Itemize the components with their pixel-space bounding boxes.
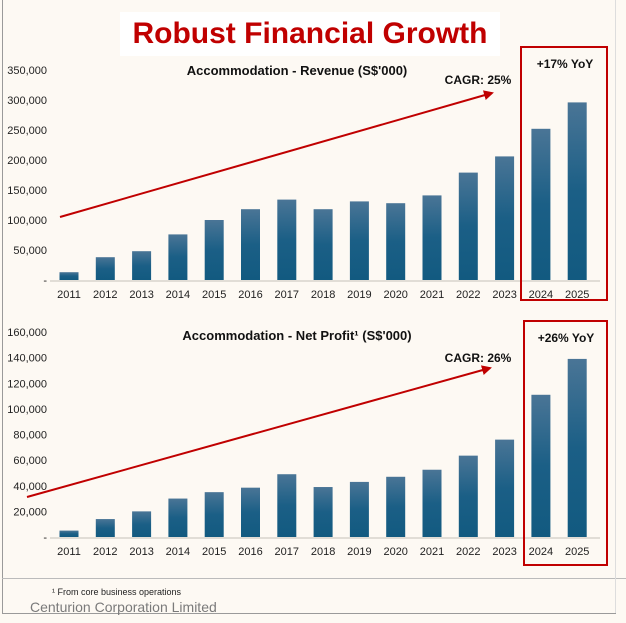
title-box: Robust Financial Growth: [120, 12, 500, 56]
y-tick-label: 40,000: [13, 481, 47, 493]
x-tick-label: 2014: [166, 289, 190, 301]
bar-2019: [349, 481, 369, 537]
x-tick-label: 2023: [492, 289, 516, 301]
y-tick-label: 200,000: [7, 155, 47, 167]
bar-2016: [241, 487, 260, 537]
x-tick-label: 2014: [166, 546, 190, 558]
highlight-box: [523, 320, 608, 566]
frame-left-line: [2, 0, 3, 613]
bar-2014: [168, 498, 188, 537]
bar-2019: [349, 201, 369, 280]
trend-arrow: [26, 365, 492, 498]
y-tick-label: 100,000: [7, 404, 47, 416]
trend-arrow: [59, 90, 494, 218]
x-tick-label: 2023: [492, 546, 516, 558]
chart-title: Accommodation - Net Profit¹ (S$'000): [182, 328, 411, 343]
y-tick-label: 120,000: [7, 378, 47, 390]
y-tick-label: 150,000: [7, 185, 47, 197]
bar-2014: [168, 234, 188, 280]
x-tick-label: 2017: [275, 546, 299, 558]
x-tick-label: 2022: [456, 289, 480, 301]
bar-2023: [495, 156, 515, 280]
bar-2024: [531, 128, 551, 280]
y-tick-label: 80,000: [13, 430, 47, 442]
bar-2012: [95, 519, 115, 537]
x-tick-label: 2021: [420, 289, 444, 301]
x-tick-label: 2015: [202, 546, 226, 558]
bar-2011: [59, 530, 79, 537]
y-tick-label: 160,000: [7, 327, 47, 339]
x-tick-label: 2013: [129, 546, 153, 558]
x-tick-label: 2011: [57, 546, 81, 558]
x-tick-label: 2019: [347, 289, 371, 301]
yoy-label: +17% YoY: [537, 57, 594, 71]
bar-2023: [495, 439, 515, 537]
bar-2015: [204, 220, 224, 280]
y-tick-label: 140,000: [7, 353, 47, 365]
x-tick-label: 2024: [529, 289, 553, 301]
y-tick-label: 300,000: [7, 95, 47, 107]
x-tick-label: 2017: [275, 289, 299, 301]
frame-right-line: [615, 0, 616, 613]
footnote: ¹ From core business operations: [52, 587, 182, 597]
x-tick-label: 2016: [238, 289, 262, 301]
bar-2016: [241, 209, 260, 280]
bar-2012: [95, 257, 115, 280]
x-tick-label: 2013: [129, 289, 153, 301]
bar-2022: [458, 172, 478, 280]
bar-2017: [277, 199, 297, 280]
x-tick-label: 2018: [311, 546, 335, 558]
bar-2021: [422, 195, 442, 280]
x-tick-label: 2020: [383, 289, 407, 301]
bar-2025: [567, 358, 587, 537]
footer-divider: [2, 578, 626, 579]
x-tick-label: 2018: [311, 289, 335, 301]
bar-2017: [277, 474, 297, 537]
chart-title: Accommodation - Revenue (S$'000): [187, 63, 408, 78]
bar-2018: [313, 209, 333, 280]
yoy-label: +26% YoY: [538, 331, 595, 345]
cagr-label: CAGR: 25%: [445, 73, 512, 87]
page-title: Robust Financial Growth: [132, 17, 488, 50]
x-tick-label: 2011: [57, 289, 81, 301]
bar-2013: [132, 251, 152, 280]
x-tick-label: 2012: [93, 289, 117, 301]
company-name: Centurion Corporation Limited: [30, 599, 217, 615]
bar-2015: [204, 492, 224, 537]
cagr-label: CAGR: 26%: [445, 351, 512, 365]
frame-bottom-line: [2, 613, 616, 614]
bar-2022: [458, 455, 478, 537]
bar-2018: [313, 487, 333, 537]
x-tick-label: 2021: [420, 546, 444, 558]
x-tick-label: 2015: [202, 289, 226, 301]
bar-2021: [422, 469, 442, 537]
y-tick-label: -: [43, 275, 47, 287]
x-tick-label: 2025: [565, 289, 589, 301]
y-tick-label: 50,000: [13, 245, 47, 257]
x-tick-label: 2016: [238, 546, 262, 558]
bar-2011: [59, 272, 79, 280]
highlight-box: [520, 46, 608, 301]
bar-2020: [386, 203, 406, 280]
x-tick-label: 2012: [93, 546, 117, 558]
y-tick-label: 250,000: [7, 125, 47, 137]
y-tick-label: 60,000: [13, 455, 47, 467]
x-tick-label: 2024: [529, 546, 553, 558]
bar-2024: [531, 394, 551, 537]
bar-2013: [132, 511, 152, 537]
bar-2025: [567, 102, 587, 281]
y-tick-label: 100,000: [7, 215, 47, 227]
x-tick-label: 2020: [383, 546, 407, 558]
x-tick-label: 2019: [347, 546, 371, 558]
y-tick-label: 350,000: [7, 65, 47, 77]
x-tick-label: 2022: [456, 546, 480, 558]
bar-2020: [386, 476, 406, 537]
x-tick-label: 2025: [565, 546, 589, 558]
y-tick-label: 20,000: [13, 506, 47, 518]
y-tick-label: -: [43, 532, 47, 544]
